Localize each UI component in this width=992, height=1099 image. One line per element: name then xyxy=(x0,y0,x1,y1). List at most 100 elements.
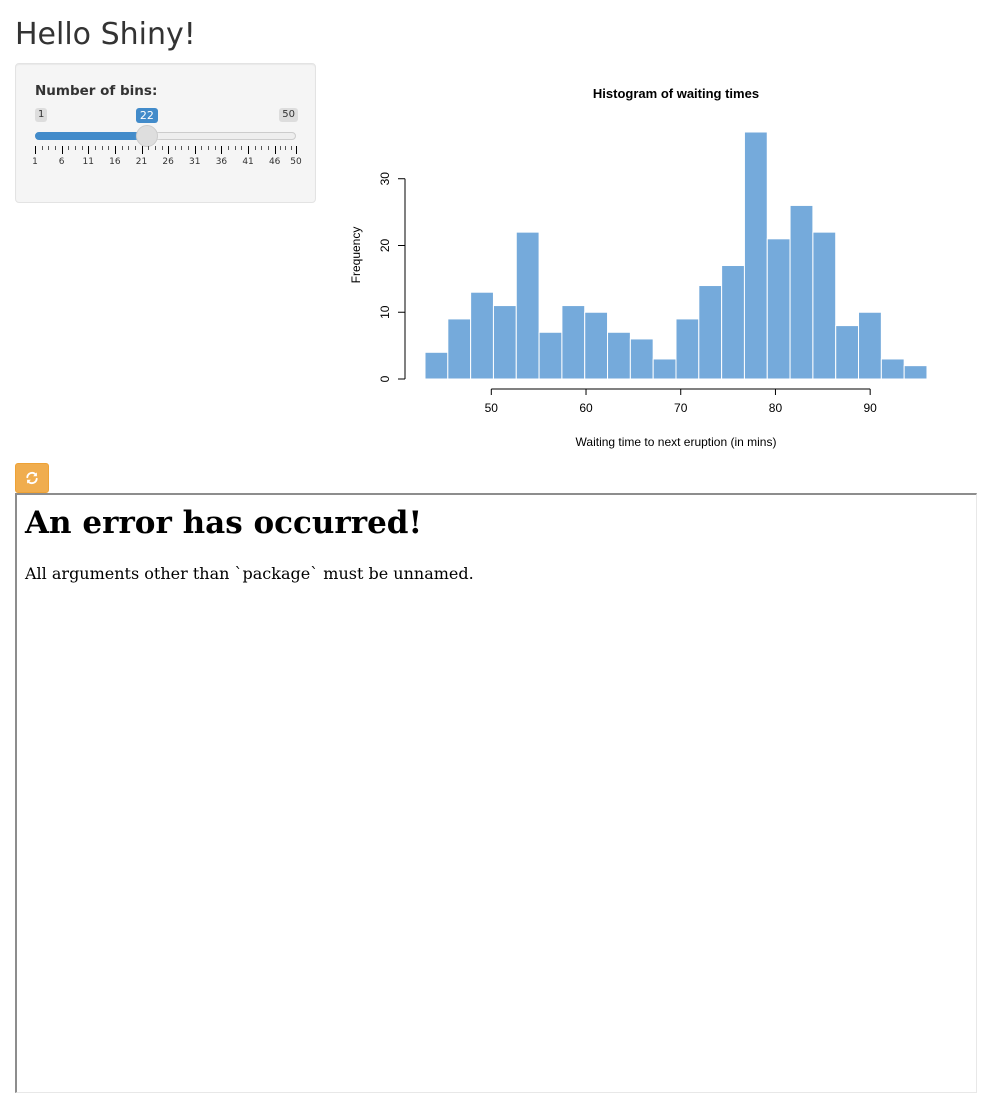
histogram-bar xyxy=(789,204,814,380)
histogram-bar xyxy=(424,351,449,380)
chart-title: Histogram of waiting times xyxy=(593,86,759,101)
histogram-bar xyxy=(812,231,837,380)
y-axis-label: Frequency xyxy=(349,227,363,284)
slider-minor-tick xyxy=(128,146,130,150)
refresh-button[interactable] xyxy=(15,463,49,493)
slider-tick xyxy=(61,146,63,154)
x-tick-label: 50 xyxy=(485,401,499,415)
histogram-bar xyxy=(584,311,609,380)
histogram-bar xyxy=(675,318,700,380)
bins-slider[interactable]: 1 50 22 1 6 11 16 21 26 31 36 41 46 50 xyxy=(32,108,302,168)
slider-handle[interactable] xyxy=(135,125,158,147)
x-tick-label: 80 xyxy=(769,401,783,415)
histogram-bar xyxy=(538,331,563,380)
y-tick-label: 0 xyxy=(378,375,392,382)
slider-tick xyxy=(35,146,36,154)
bins-slider-label: Number of bins: xyxy=(35,83,158,99)
slider-minor-tick xyxy=(101,146,103,150)
slider-tick-label: 31 xyxy=(189,157,201,167)
slider-minor-tick xyxy=(121,146,123,150)
slider-tick xyxy=(274,146,276,154)
y-tick-label: 10 xyxy=(378,305,392,319)
slider-minor-tick xyxy=(81,146,83,150)
slider-fill xyxy=(35,132,147,140)
slider-tick-label: 26 xyxy=(162,157,174,167)
slider-tick xyxy=(141,146,143,154)
histogram-bar xyxy=(903,365,928,380)
error-message: All arguments other than `package` must … xyxy=(25,564,474,583)
slider-minor-tick xyxy=(268,146,270,150)
slider-minor-tick xyxy=(241,146,243,150)
slider-minor-tick xyxy=(94,146,96,150)
error-output-frame: An error has occurred! All arguments oth… xyxy=(15,493,977,1093)
error-heading: An error has occurred! xyxy=(25,505,423,541)
slider-tick xyxy=(88,146,90,154)
page-title: Hello Shiny! xyxy=(15,17,196,52)
slider-minor-tick xyxy=(254,146,256,150)
y-tick-label: 30 xyxy=(378,172,392,186)
slider-minor-tick xyxy=(181,146,183,150)
slider-tick-label: 36 xyxy=(215,157,228,167)
slider-tick xyxy=(194,146,196,154)
slider-tick-label: 1 xyxy=(32,157,38,167)
slider-minor-tick xyxy=(68,146,70,150)
slider-value-label: 22 xyxy=(135,108,158,123)
slider-minor-tick xyxy=(261,146,263,150)
histogram-bar xyxy=(721,265,745,380)
slider-minor-tick xyxy=(74,146,76,150)
slider-tick-label: 21 xyxy=(135,157,148,167)
slider-tick-label: 41 xyxy=(242,157,254,167)
x-tick-label: 90 xyxy=(863,401,877,415)
slider-tick-label: 46 xyxy=(268,157,281,167)
slider-max-label: 50 xyxy=(279,108,298,122)
slider-tick-label: 16 xyxy=(109,157,121,167)
slider-minor-tick xyxy=(41,146,43,150)
histogram-svg: Histogram of waiting times Frequency Wai… xyxy=(349,86,928,449)
sidebar-panel: Number of bins: 1 50 22 1 6 11 16 21 26 31 36 41… xyxy=(15,63,316,203)
y-tick-label: 20 xyxy=(378,238,392,252)
slider-minor-tick xyxy=(214,146,216,150)
slider-minor-tick xyxy=(48,146,50,150)
slider-minor-tick xyxy=(54,146,56,150)
slider-minor-tick xyxy=(134,146,136,150)
slider-minor-tick xyxy=(285,146,287,150)
slider-minor-tick xyxy=(108,146,110,150)
slider-minor-tick xyxy=(174,146,176,150)
histogram-bar xyxy=(447,318,472,380)
slider-tick-label: 11 xyxy=(82,157,94,167)
histogram-plot: Histogram of waiting times Frequency Wai… xyxy=(331,63,992,463)
slider-minor-tick xyxy=(208,146,210,150)
slider-minor-tick xyxy=(154,146,156,150)
histogram-bar xyxy=(835,325,860,380)
slider-minor-tick xyxy=(201,146,203,150)
slider-tick-label: 6 xyxy=(58,157,65,167)
histogram-bar xyxy=(607,331,631,380)
refresh-icon xyxy=(26,471,38,485)
slider-tick xyxy=(296,146,297,154)
slider-minor-tick xyxy=(188,146,190,150)
x-tick-label: 70 xyxy=(674,401,688,415)
histogram-bar xyxy=(629,338,654,380)
x-axis-label: Waiting time to next eruption (in mins) xyxy=(576,435,777,449)
histogram-bar xyxy=(743,131,768,380)
histogram-bar xyxy=(561,305,586,380)
histogram-bar xyxy=(766,238,791,380)
slider-tick xyxy=(248,146,250,154)
slider-tick xyxy=(114,146,116,154)
slider-tick xyxy=(168,146,170,154)
histogram-bar xyxy=(515,231,540,380)
histogram-bar xyxy=(492,305,517,380)
slider-min-label: 1 xyxy=(35,108,48,122)
slider-minor-tick xyxy=(148,146,150,150)
histogram-bar xyxy=(880,358,905,380)
histogram-bar xyxy=(470,291,494,380)
x-tick-label: 60 xyxy=(579,401,593,415)
slider-minor-tick xyxy=(228,146,230,150)
slider-minor-tick xyxy=(234,146,236,150)
slider-minor-tick xyxy=(290,146,292,150)
histogram-bar xyxy=(698,285,723,380)
slider-tick-label: 50 xyxy=(290,157,302,167)
slider-minor-tick xyxy=(280,146,282,150)
slider-minor-tick xyxy=(161,146,163,150)
histogram-bar xyxy=(858,311,882,380)
